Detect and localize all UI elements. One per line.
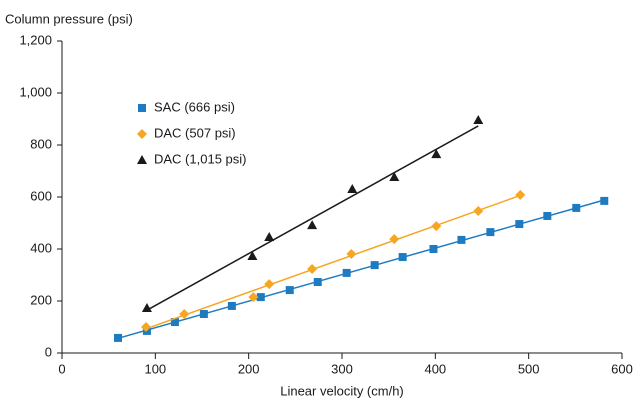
x-tick-label: 300 bbox=[331, 361, 353, 376]
x-axis-title: Linear velocity (cm/h) bbox=[280, 383, 404, 398]
point bbox=[114, 333, 122, 342]
x-tick-label: 500 bbox=[518, 361, 540, 376]
y-tick-label: 800 bbox=[30, 136, 52, 151]
point bbox=[346, 248, 357, 259]
x-tick-label: 0 bbox=[58, 361, 65, 376]
point bbox=[285, 286, 294, 295]
legend-marker bbox=[137, 155, 147, 164]
point bbox=[486, 228, 495, 237]
legend-label: DAC (507 psi) bbox=[154, 125, 236, 140]
point bbox=[515, 220, 524, 229]
point bbox=[227, 301, 236, 310]
point bbox=[170, 318, 179, 327]
point bbox=[141, 322, 151, 332]
point bbox=[473, 206, 484, 217]
point bbox=[543, 211, 552, 220]
x-tick-label: 600 bbox=[611, 361, 633, 376]
point bbox=[473, 115, 484, 125]
point bbox=[179, 309, 190, 319]
point bbox=[431, 221, 442, 232]
point bbox=[141, 303, 152, 313]
point bbox=[247, 251, 258, 261]
legend-label: SAC (666 psi) bbox=[154, 99, 235, 114]
point bbox=[307, 220, 318, 230]
y-tick-label: 1,200 bbox=[19, 32, 52, 47]
point bbox=[264, 232, 275, 242]
y-tick-label: 200 bbox=[30, 292, 52, 307]
point bbox=[429, 245, 438, 253]
point bbox=[248, 292, 259, 303]
trend-line bbox=[146, 125, 479, 311]
point bbox=[370, 261, 379, 270]
y-tick-label: 1,000 bbox=[19, 84, 52, 99]
point bbox=[389, 234, 400, 245]
legend-marker bbox=[137, 129, 147, 139]
x-tick-label: 200 bbox=[238, 361, 260, 376]
point bbox=[307, 264, 318, 275]
point bbox=[572, 203, 581, 212]
point bbox=[398, 253, 407, 262]
point bbox=[431, 149, 442, 159]
x-tick-label: 100 bbox=[144, 361, 166, 376]
point bbox=[256, 293, 265, 302]
point bbox=[515, 189, 526, 200]
trend-line bbox=[117, 199, 605, 340]
point bbox=[313, 278, 322, 287]
legend-label: DAC (1,015 psi) bbox=[154, 151, 246, 166]
point bbox=[389, 171, 400, 181]
trend-line bbox=[145, 194, 521, 330]
point bbox=[342, 268, 351, 277]
point bbox=[457, 235, 466, 244]
x-tick-label: 400 bbox=[424, 361, 446, 376]
y-tick-label: 0 bbox=[45, 344, 52, 359]
legend-marker bbox=[138, 104, 146, 112]
point bbox=[199, 310, 208, 318]
point bbox=[600, 196, 609, 205]
y-axis-title: Column pressure (psi) bbox=[5, 11, 133, 26]
y-tick-label: 600 bbox=[30, 188, 52, 203]
point bbox=[264, 279, 275, 290]
point bbox=[347, 183, 358, 193]
y-tick-label: 400 bbox=[30, 240, 52, 255]
